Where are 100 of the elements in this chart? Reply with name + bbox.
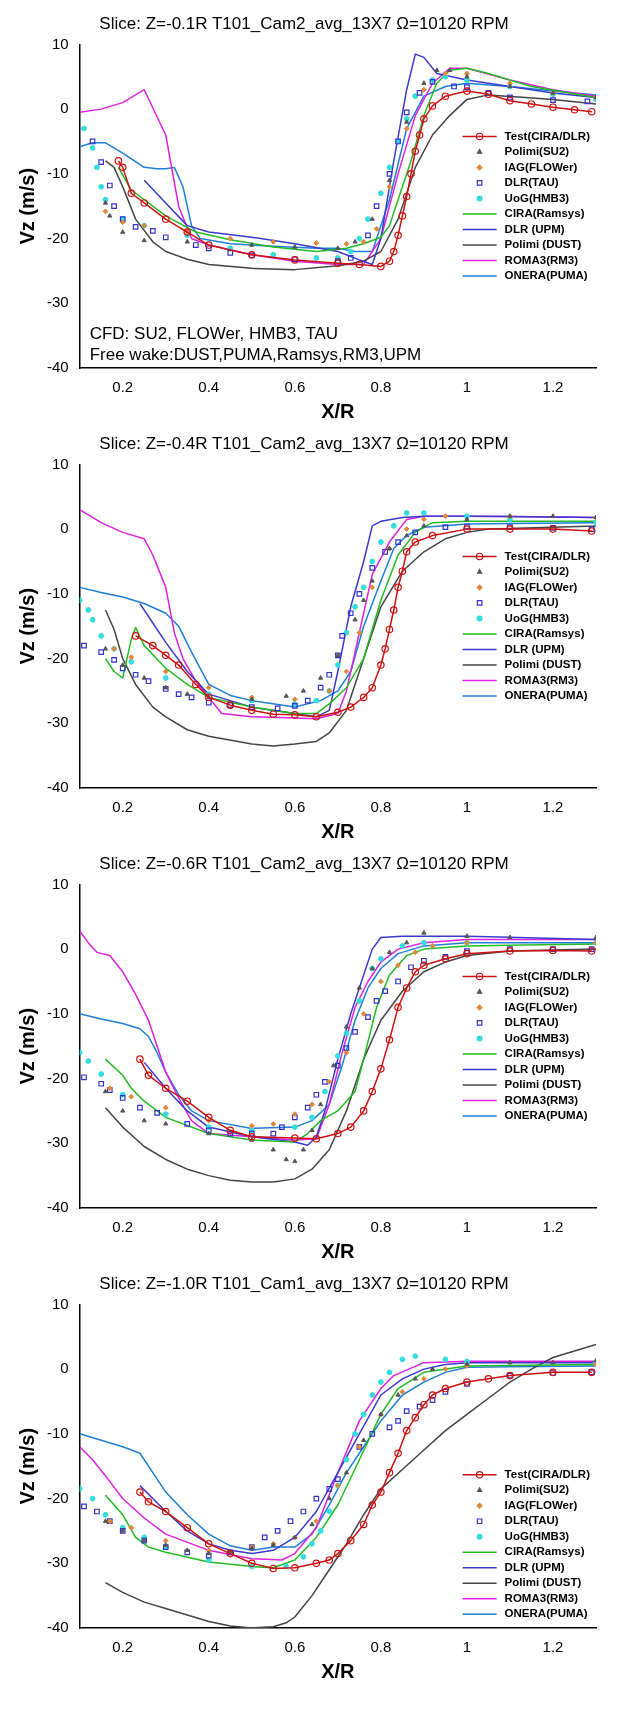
x-tick-label: 0.4 <box>198 1218 220 1236</box>
legend-label: ROMA3(RM3) <box>504 253 579 266</box>
x-tick-label: 1 <box>462 378 472 396</box>
x-axis-title: X/R <box>321 819 356 842</box>
legend-label: Polimi(SU2) <box>504 985 570 998</box>
legend-label: DLR(TAU) <box>504 596 559 609</box>
y-axis-title: Vz (m/s) <box>15 167 38 245</box>
legend-label: Polimi (DUST) <box>504 658 582 671</box>
x-tick-label: 1.2 <box>542 378 564 396</box>
y-tick-label: -30 <box>46 293 69 311</box>
y-tick-label: -40 <box>46 1618 69 1636</box>
legend-label: DLR(TAU) <box>504 1514 559 1527</box>
x-tick-label: 1 <box>462 1218 472 1236</box>
legend-label: UoG(HMB3) <box>504 1031 570 1044</box>
legend-label: Polimi(SU2) <box>504 565 570 578</box>
x-tick-label: 1 <box>462 798 472 816</box>
legend-label: Test(CIRA/DLR) <box>504 129 591 142</box>
legend-label: IAG(FLOWer) <box>504 1498 578 1511</box>
x-tick-label: 0.2 <box>112 378 134 396</box>
y-tick-label: -30 <box>46 1553 69 1571</box>
legend-label: Polimi (DUST) <box>504 238 582 251</box>
legend-label: UoG(HMB3) <box>504 1529 570 1542</box>
x-axis-title: X/R <box>321 1239 356 1262</box>
legend-label: Test(CIRA/DLR) <box>504 969 591 982</box>
x-tick-label: 0.2 <box>112 1218 134 1236</box>
legend-label: ROMA3(RM3) <box>504 673 579 686</box>
y-tick-label: -10 <box>46 1423 69 1441</box>
y-tick-label: 0 <box>60 519 69 537</box>
legend-label: CIRA(Ramsys) <box>504 1545 585 1558</box>
y-tick-label: 0 <box>60 99 69 117</box>
x-tick-label: 1 <box>462 1638 472 1656</box>
x-tick-label: 0.8 <box>370 798 392 816</box>
legend-label: Polimi(SU2) <box>504 1483 570 1496</box>
y-axis-title: Vz (m/s) <box>15 1427 38 1505</box>
legend-label: IAG(FLOWer) <box>504 580 578 593</box>
y-tick-label: 0 <box>60 1359 69 1377</box>
annotation: Free wake:DUST,PUMA,Ramsys,RM3,UPM <box>89 345 422 364</box>
legend-label: ONERA(PUMA) <box>504 1109 588 1122</box>
legend-label: CIRA(Ramsys) <box>504 207 585 220</box>
x-tick-label: 0.2 <box>112 798 134 816</box>
x-tick-label: 1.2 <box>542 1218 564 1236</box>
legend-label: Polimi(SU2) <box>504 145 570 158</box>
x-tick-label: 0.6 <box>284 1638 306 1656</box>
legend-label: UoG(HMB3) <box>504 191 570 204</box>
chart-title: Slice: Z=-0.1R T101_Cam2_avg_13X7 Ω=10120 RPM <box>99 13 509 33</box>
legend-label: Polimi (DUST) <box>504 1576 582 1589</box>
x-tick-label: 0.8 <box>370 1218 392 1236</box>
legend-label: DLR(TAU) <box>504 1016 559 1029</box>
legend-label: Test(CIRA/DLR) <box>504 549 591 562</box>
x-tick-label: 0.4 <box>198 798 220 816</box>
x-tick-label: 0.4 <box>198 1638 220 1656</box>
x-axis-title: X/R <box>321 1659 356 1682</box>
legend-label: CIRA(Ramsys) <box>504 1047 585 1060</box>
x-tick-label: 0.2 <box>112 1638 134 1656</box>
chart-title: Slice: Z=-0.6R T101_Cam2_avg_13X7 Ω=10120 RPM <box>99 853 509 873</box>
y-tick-label: -40 <box>46 1198 69 1216</box>
x-tick-label: 1.2 <box>542 798 564 816</box>
legend-label: DLR (UPM) <box>504 1062 565 1075</box>
y-tick-label: 10 <box>51 1294 69 1312</box>
legend-label: Polimi (DUST) <box>504 1078 582 1091</box>
y-axis-title: Vz (m/s) <box>15 1007 38 1085</box>
y-tick-label: -10 <box>46 1003 69 1021</box>
x-tick-label: 0.6 <box>284 1218 306 1236</box>
legend-label: ROMA3(RM3) <box>504 1093 579 1106</box>
y-tick-label: 0 <box>60 939 69 957</box>
annotation: CFD: SU2, FLOWer, HMB3, TAU <box>89 324 339 343</box>
chart-title: Slice: Z=-1.0R T101_Cam1_avg_13X7 Ω=10120 RPM <box>99 1273 509 1293</box>
x-tick-label: 0.8 <box>370 1638 392 1656</box>
legend-label: CIRA(Ramsys) <box>504 627 585 640</box>
y-tick-label: -20 <box>46 1068 69 1086</box>
x-tick-label: 1.2 <box>542 1638 564 1656</box>
y-tick-label: -20 <box>46 228 69 246</box>
y-tick-label: -40 <box>46 778 69 796</box>
y-tick-label: -30 <box>46 713 69 731</box>
legend-label: DLR (UPM) <box>504 642 565 655</box>
x-tick-label: 0.6 <box>284 798 306 816</box>
legend-label: Test(CIRA/DLR) <box>504 1467 591 1480</box>
chart-title: Slice: Z=-0.4R T101_Cam2_avg_13X7 Ω=10120 RPM <box>99 433 509 453</box>
legend-label: ONERA(PUMA) <box>504 1607 588 1620</box>
y-tick-label: 10 <box>51 874 69 892</box>
y-axis-title: Vz (m/s) <box>15 587 38 665</box>
x-axis-title: X/R <box>321 399 356 422</box>
x-tick-label: 0.6 <box>284 378 306 396</box>
y-tick-label: -30 <box>46 1133 69 1151</box>
legend-label: UoG(HMB3) <box>504 611 570 624</box>
y-tick-label: 10 <box>51 454 69 472</box>
x-tick-label: 0.4 <box>198 378 220 396</box>
legend-label: IAG(FLOWer) <box>504 160 578 173</box>
y-tick-label: -20 <box>46 1488 69 1506</box>
legend-label: ROMA3(RM3) <box>504 1591 579 1604</box>
x-tick-label: 0.8 <box>370 378 392 396</box>
legend-label: DLR(TAU) <box>504 176 559 189</box>
legend-label: IAG(FLOWer) <box>504 1000 578 1013</box>
legend-label: ONERA(PUMA) <box>504 689 588 702</box>
legend-label: ONERA(PUMA) <box>504 269 588 282</box>
legend-label: DLR (UPM) <box>504 1560 565 1573</box>
y-tick-label: -10 <box>46 583 69 601</box>
y-tick-label: -40 <box>46 358 69 376</box>
y-tick-label: -20 <box>46 648 69 666</box>
legend-label: DLR (UPM) <box>504 222 565 235</box>
